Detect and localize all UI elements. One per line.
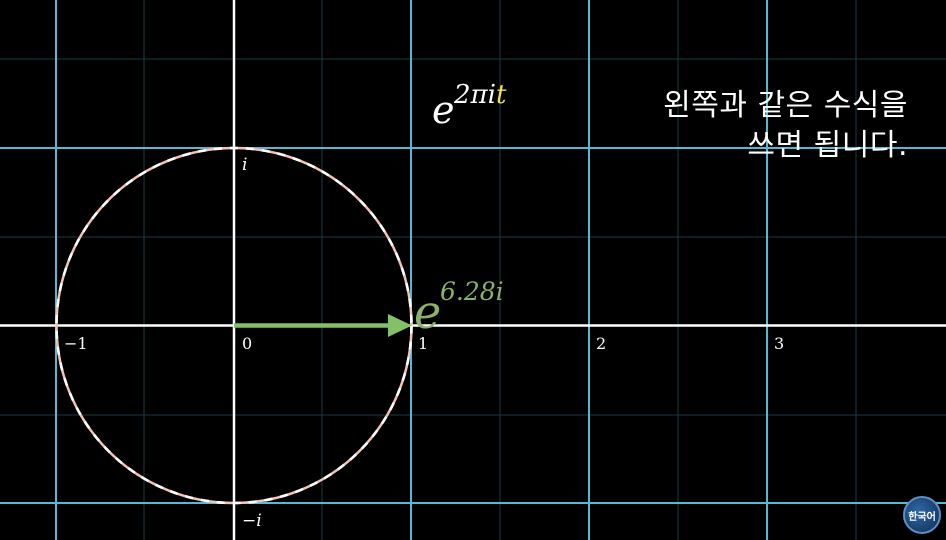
tick-label-neg-one: −1	[64, 334, 88, 353]
formula-exponent: 2πit	[453, 80, 507, 110]
language-badge[interactable]: 한국어	[903, 496, 941, 534]
vector-arrowhead	[388, 314, 412, 337]
formula-base: e	[432, 88, 455, 132]
formula-exponent-prefix: 2πi	[453, 80, 496, 110]
tick-label-imag-neg: −i	[242, 511, 262, 531]
tick-label-two: 2	[596, 334, 606, 353]
subtitle-line-2: 쓰면 됩니다.	[747, 128, 908, 163]
formula-exponent-var: t	[496, 80, 507, 110]
subtitle: 왼쪽과 같은 수식을 쓰면 됩니다.	[663, 86, 908, 166]
language-badge-label: 한국어	[908, 511, 936, 523]
tick-label-one: 1	[418, 334, 428, 353]
vector-label-base: e	[414, 285, 441, 339]
tick-label-zero: 0	[242, 334, 252, 353]
vector-label-exponent: 6.28i	[440, 277, 504, 306]
tick-label-three: 3	[774, 334, 784, 353]
formula: e 2πit	[432, 80, 507, 132]
vector-label: e 6.28i	[414, 277, 504, 339]
tick-label-imag-pos: i	[242, 155, 247, 175]
subtitle-line-1: 왼쪽과 같은 수식을	[663, 88, 908, 123]
